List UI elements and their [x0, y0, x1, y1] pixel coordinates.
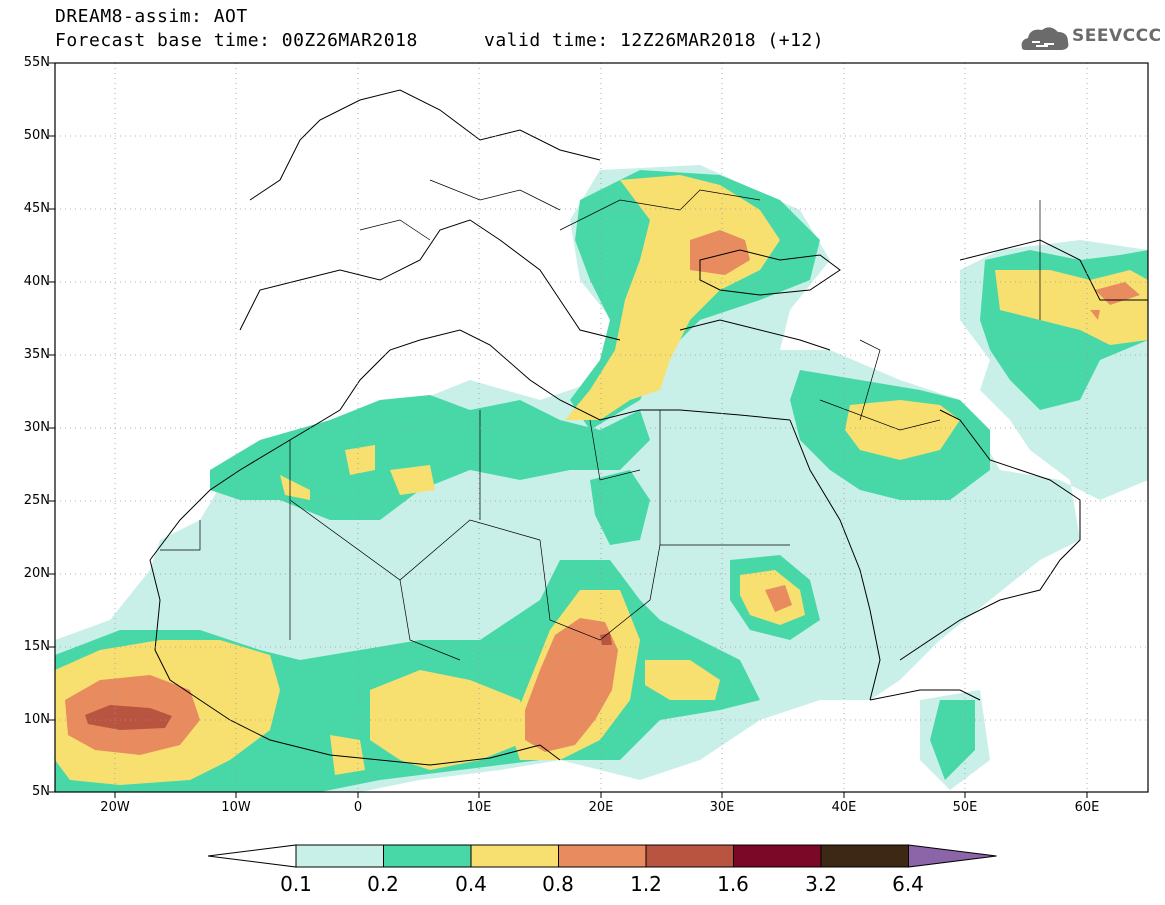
- lat-label: 40N: [23, 274, 50, 289]
- lat-label: 45N: [23, 201, 50, 216]
- lat-label: 30N: [23, 420, 50, 435]
- lon-label: 30E: [709, 800, 735, 815]
- lat-label: 10N: [23, 712, 50, 727]
- forecast-base-time: Forecast base time: 00Z26MAR2018: [55, 30, 418, 51]
- colorbar-label: 0.4: [455, 872, 487, 896]
- lat-label: 25N: [23, 493, 50, 508]
- seevccc-logo-cloud-icon: [1021, 27, 1069, 50]
- lon-label: 60E: [1074, 800, 1100, 815]
- colorbar-label: 1.6: [717, 872, 749, 896]
- lon-label: 10W: [221, 800, 251, 815]
- lat-label: 5N: [32, 784, 50, 799]
- axis-ticks: [49, 62, 1088, 798]
- coastlines: [149, 89, 1148, 766]
- colorbar-label: 1.2: [630, 872, 662, 896]
- lat-label: 35N: [23, 347, 50, 362]
- country-borders: [160, 179, 1041, 661]
- lat-label: 50N: [23, 128, 50, 143]
- lon-label: 20E: [588, 800, 614, 815]
- colorbar-label: 0.8: [542, 872, 574, 896]
- lon-label: 0: [353, 800, 363, 815]
- lon-label: 20W: [100, 800, 130, 815]
- lat-label: 20N: [23, 566, 50, 581]
- lon-label: 50E: [952, 800, 978, 815]
- lon-label: 40E: [831, 800, 857, 815]
- lat-label: 15N: [23, 639, 50, 654]
- logo-text: SEEVCCC: [1072, 26, 1162, 46]
- aot-1.2-layer: [85, 633, 612, 730]
- colorbar-label: 0.1: [280, 872, 312, 896]
- map-gridlines: [55, 63, 1148, 792]
- lat-label: 55N: [23, 55, 50, 70]
- lon-label: 10E: [466, 800, 492, 815]
- colorbar-label: 0.2: [367, 872, 399, 896]
- map-title: DREAM8-assim: AOT: [55, 6, 248, 27]
- colorbar-label: 3.2: [805, 872, 837, 896]
- colorbar-label: 6.4: [892, 872, 924, 896]
- valid-time: valid time: 12Z26MAR2018 (+12): [484, 30, 825, 51]
